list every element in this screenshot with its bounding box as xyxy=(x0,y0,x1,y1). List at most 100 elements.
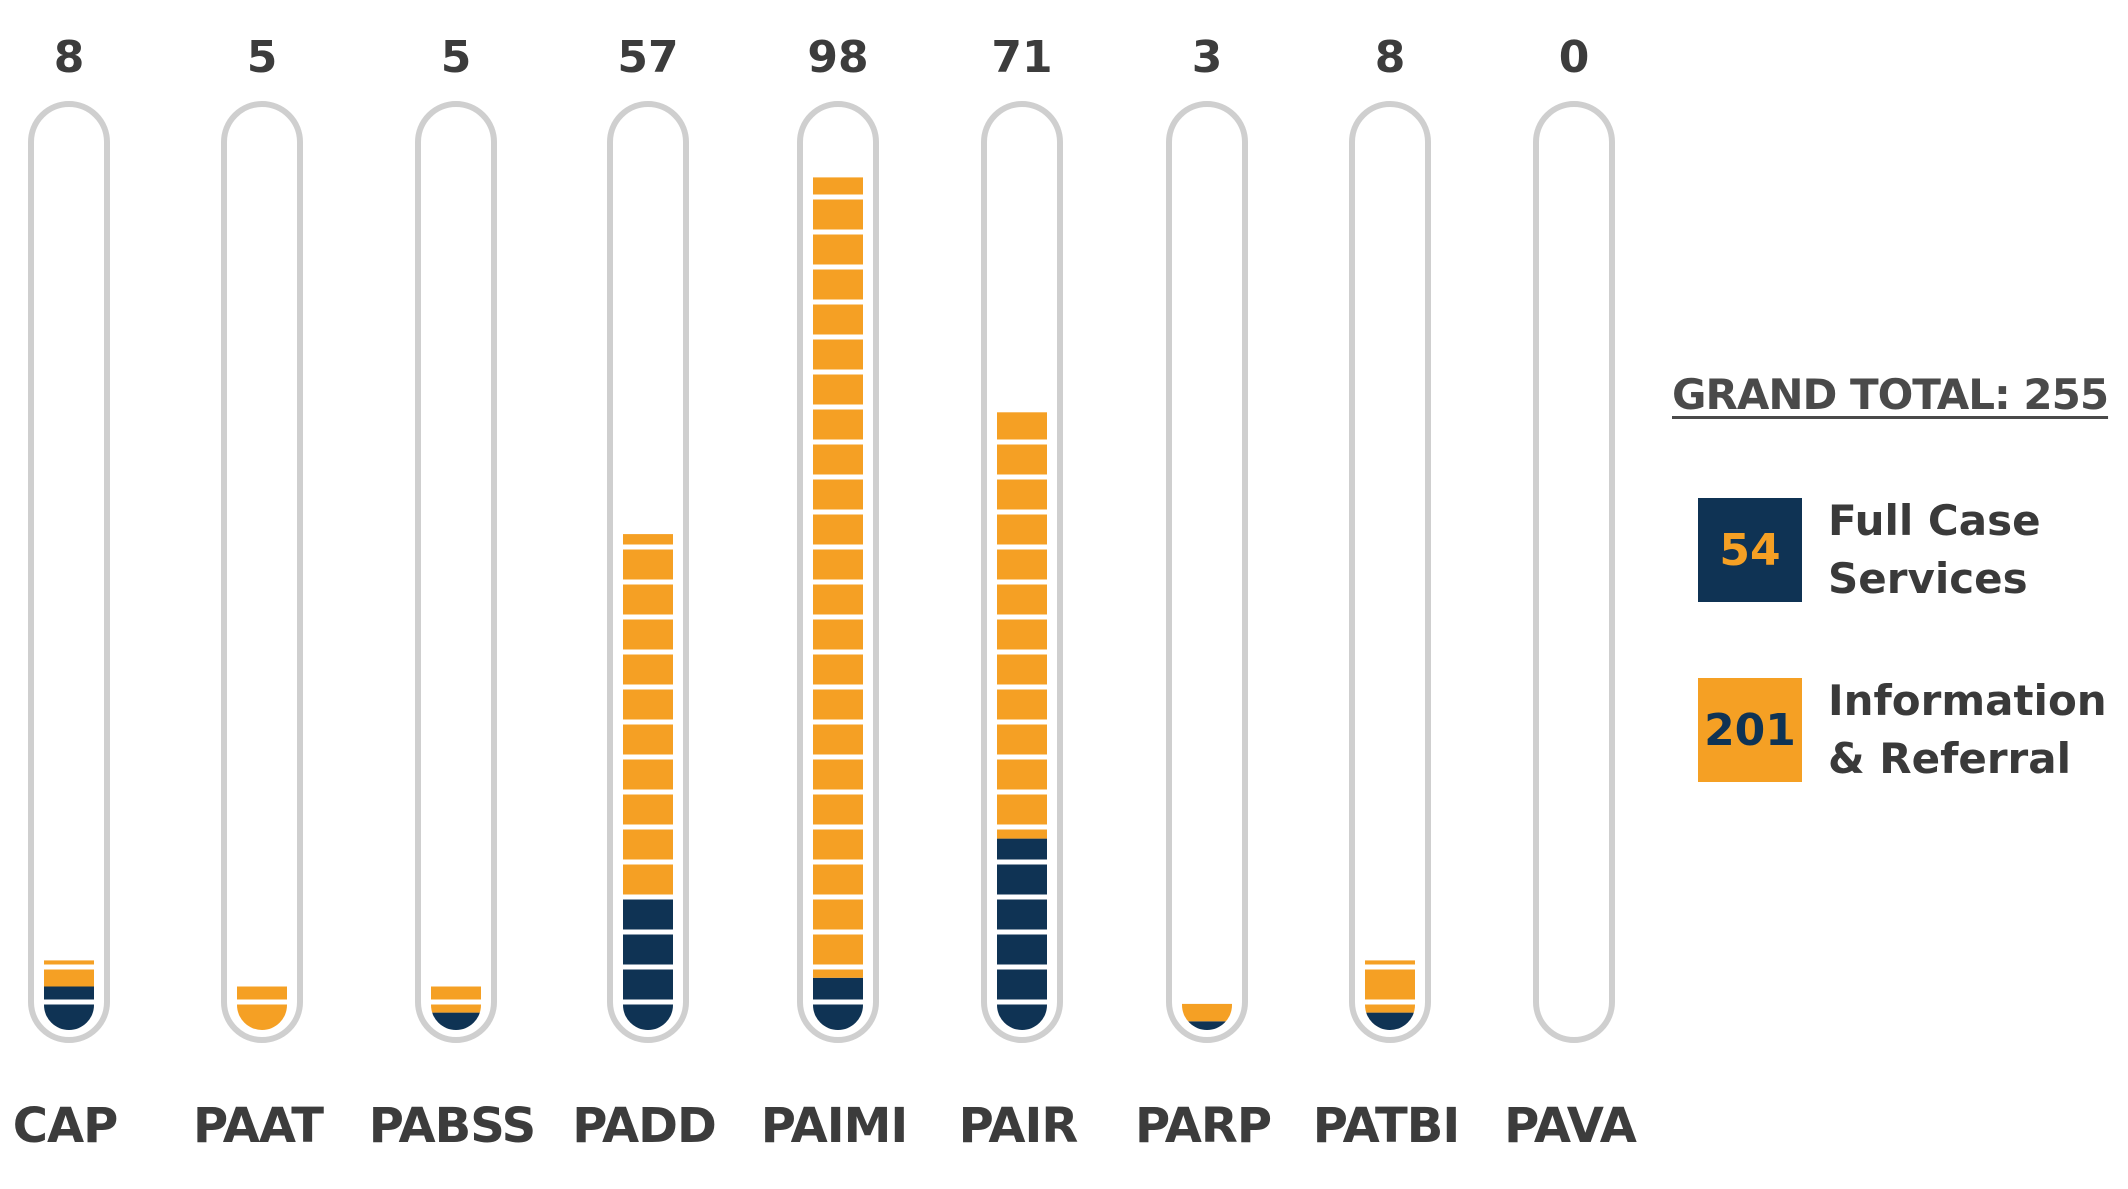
stripe xyxy=(813,194,863,200)
stripe xyxy=(813,824,863,830)
stripe xyxy=(813,264,863,270)
category-label-paimi: PAIMI xyxy=(761,1098,907,1154)
total-label-paat: 5 xyxy=(247,32,278,83)
stripe xyxy=(44,964,94,970)
tube-pava xyxy=(1533,101,1615,1043)
stripe xyxy=(623,894,673,900)
stripe xyxy=(623,649,673,655)
stripe xyxy=(997,894,1047,900)
segment-paat-info-referral xyxy=(237,986,287,1030)
segment-parp-full-case xyxy=(1182,1021,1232,1030)
category-label-pabss: PABSS xyxy=(369,1098,536,1154)
segment-cap-info-referral xyxy=(44,960,94,987)
segment-patbi-full-case xyxy=(1365,1012,1415,1030)
stripe xyxy=(997,999,1047,1005)
stripe xyxy=(997,684,1047,690)
stripe xyxy=(623,789,673,795)
stripe xyxy=(997,859,1047,865)
stripe xyxy=(813,684,863,690)
stripe xyxy=(623,999,673,1005)
stripe xyxy=(997,544,1047,550)
stripe xyxy=(813,754,863,760)
stripe xyxy=(997,439,1047,445)
stripe xyxy=(1365,964,1415,970)
category-label-cap: CAP xyxy=(13,1098,118,1154)
total-label-cap: 8 xyxy=(54,32,85,83)
total-label-parp: 3 xyxy=(1192,32,1223,83)
bar-pair xyxy=(997,412,1047,1030)
bar-cap xyxy=(44,960,94,1030)
category-label-patbi: PATBI xyxy=(1313,1098,1459,1154)
segment-padd-info-referral xyxy=(623,534,673,900)
stripe xyxy=(813,614,863,620)
segment-pabss-full-case xyxy=(431,1012,481,1030)
segment-cap-full-case xyxy=(44,986,94,1030)
information-referral-count: 201 xyxy=(1704,704,1796,756)
bar-paat xyxy=(237,986,287,1030)
stripe xyxy=(813,544,863,550)
stripe xyxy=(813,999,863,1005)
stripe xyxy=(997,719,1047,725)
stripe xyxy=(623,719,673,725)
stripe xyxy=(813,299,863,305)
stripe xyxy=(813,964,863,970)
segment-parp-info-referral xyxy=(1182,1003,1232,1022)
stripe xyxy=(813,334,863,340)
total-label-padd: 57 xyxy=(617,32,678,83)
category-label-pair: PAIR xyxy=(959,1098,1078,1154)
grand-total: GRAND TOTAL: 255 xyxy=(1672,370,2109,419)
stripe xyxy=(431,999,481,1005)
stripe xyxy=(997,789,1047,795)
stripe xyxy=(813,439,863,445)
stripe xyxy=(813,404,863,410)
stripe xyxy=(997,579,1047,585)
bar-paimi xyxy=(813,177,863,1030)
segment-paimi-info-referral xyxy=(813,177,863,978)
stripe xyxy=(623,859,673,865)
stripe xyxy=(813,719,863,725)
information-referral-swatch: 201 xyxy=(1698,678,1802,782)
full-case-label: Full Case Services xyxy=(1828,496,2041,603)
stripe xyxy=(813,894,863,900)
category-label-pava: PAVA xyxy=(1504,1098,1637,1154)
stripe xyxy=(997,649,1047,655)
bar-parp xyxy=(1182,1003,1232,1030)
stripe xyxy=(813,859,863,865)
bar-pabss xyxy=(431,986,481,1030)
stripe xyxy=(997,964,1047,970)
total-label-pair: 71 xyxy=(991,32,1052,83)
stripe xyxy=(623,684,673,690)
stripe xyxy=(813,474,863,480)
segment-pair-info-referral xyxy=(997,412,1047,839)
legend-item-information-referral: 201 Information & Referral xyxy=(1698,672,2118,788)
category-label-paat: PAAT xyxy=(193,1098,324,1154)
information-referral-label: Information & Referral xyxy=(1828,676,2107,783)
total-label-pabss: 5 xyxy=(441,32,472,83)
stripe xyxy=(813,229,863,235)
stripe xyxy=(623,964,673,970)
tube-parp xyxy=(1166,101,1248,1043)
full-case-swatch: 54 xyxy=(1698,498,1802,602)
tube-pabss xyxy=(415,101,497,1043)
stripe xyxy=(813,579,863,585)
stripe xyxy=(997,754,1047,760)
total-label-pava: 0 xyxy=(1559,32,1590,83)
tube-paat xyxy=(221,101,303,1043)
stripe xyxy=(813,929,863,935)
total-label-paimi: 98 xyxy=(807,32,868,83)
stripe xyxy=(813,509,863,515)
tube-cap xyxy=(28,101,110,1043)
stripe xyxy=(623,754,673,760)
stripe xyxy=(997,824,1047,830)
thermometer-bar-chart: 8 CAP 5 PAAT 5 PABSS 57 PADD 98 PAIMI 71 PAIR 3 PARP 8… xyxy=(13,32,1638,1154)
stripe xyxy=(623,929,673,935)
bar-patbi xyxy=(1365,960,1415,1030)
stripe xyxy=(623,824,673,830)
stripe xyxy=(997,474,1047,480)
legend-item-full-case-services: 54 Full Case Services xyxy=(1698,492,2118,608)
full-case-count: 54 xyxy=(1719,524,1781,576)
stripe xyxy=(997,509,1047,515)
total-label-patbi: 8 xyxy=(1375,32,1406,83)
stripe xyxy=(813,789,863,795)
legend: GRAND TOTAL: 255 54 Full Case Services 2… xyxy=(1672,370,2122,783)
